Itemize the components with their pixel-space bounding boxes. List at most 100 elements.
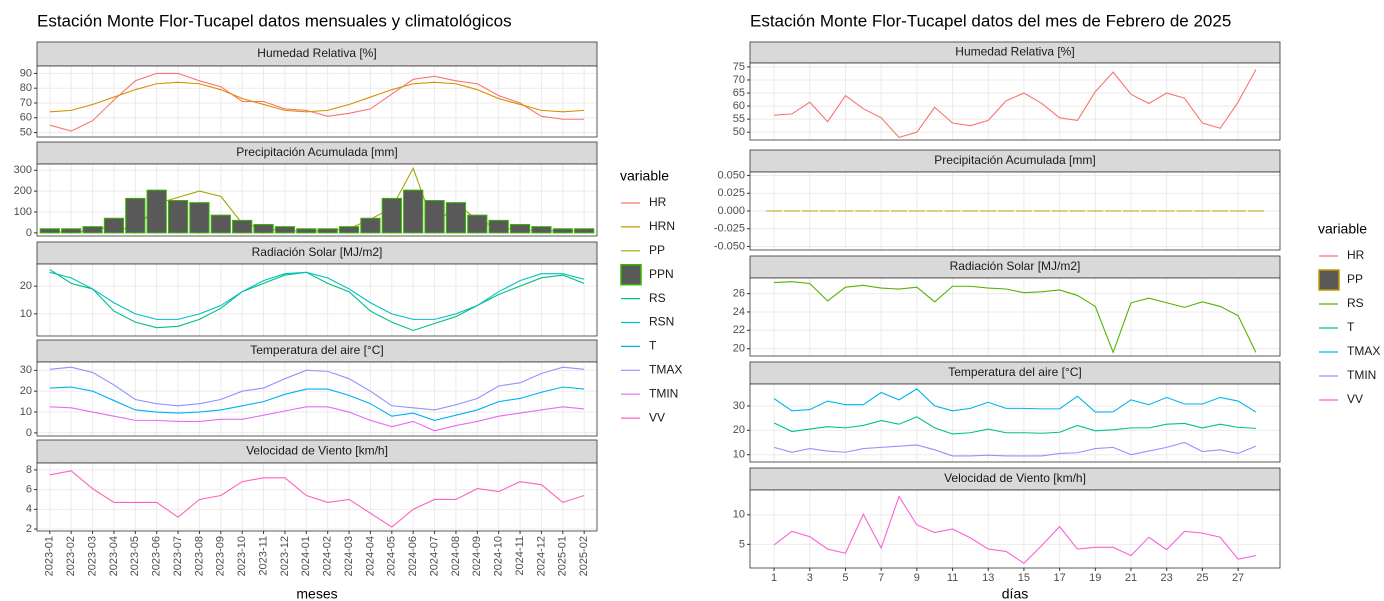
y-tick-label: -0.050 — [714, 240, 745, 252]
y-tick-label: 80 — [20, 82, 32, 94]
strip-label: Temperatura del aire [°C] — [250, 343, 384, 357]
x-tick-label: 2024-09 — [471, 536, 483, 576]
x-tick-label: 27 — [1232, 572, 1244, 584]
panel-border — [36, 361, 598, 437]
y-tick-label: -0.025 — [714, 223, 745, 235]
legend-label: RS — [649, 291, 666, 305]
x-tick-label: 3 — [807, 572, 813, 584]
bar — [274, 226, 296, 234]
panel-border — [749, 489, 1281, 569]
y-tick-label: 24 — [733, 306, 745, 318]
bar — [253, 224, 274, 234]
x-tick-label: 2024-10 — [493, 536, 505, 576]
x-tick-label: 2023-10 — [236, 536, 248, 576]
x-tick-label: 2023-11 — [257, 536, 269, 576]
legend-label: RSN — [649, 315, 674, 329]
legend-label: HR — [649, 195, 667, 209]
x-tick-label: 2024-07 — [428, 536, 440, 576]
y-tick-label: 26 — [733, 288, 745, 300]
y-tick-label: 4 — [26, 503, 32, 515]
y-tick-label: 10 — [20, 406, 32, 418]
panel — [750, 490, 1280, 568]
x-tick-label: 7 — [878, 572, 884, 584]
chart-title: Estación Monte Flor-Tucapel datos mensua… — [37, 11, 512, 30]
strip-label: Radiación Solar [MJ/m2] — [252, 245, 383, 259]
strip-label: Precipitación Acumulada [mm] — [236, 145, 397, 159]
x-tick-label: 2023-01 — [44, 536, 56, 576]
legend-label: HRN — [649, 219, 675, 233]
y-tick-label: 60 — [733, 100, 745, 112]
bar — [125, 197, 146, 234]
x-tick-label: 2024-11 — [514, 536, 526, 576]
x-tick-label: 2025-02 — [578, 536, 590, 576]
x-tick-label: 13 — [982, 572, 994, 584]
x-tick-label: 25 — [1196, 572, 1208, 584]
bar — [39, 228, 60, 234]
legend-key — [1318, 269, 1340, 291]
strip-label: Humedad Relativa [%] — [955, 45, 1074, 59]
panel-border — [36, 462, 598, 532]
bar — [338, 226, 360, 234]
y-tick-label: 0.050 — [717, 169, 745, 181]
x-tick-label: 2023-12 — [279, 536, 291, 576]
bar — [552, 228, 573, 234]
y-tick-label: 30 — [20, 364, 32, 376]
bar — [467, 214, 488, 234]
y-tick-label: 10 — [733, 509, 745, 521]
y-tick-label: 70 — [20, 97, 32, 109]
y-tick-label: 8 — [26, 464, 32, 476]
bar — [189, 202, 210, 234]
legend-label: TMAX — [649, 362, 682, 376]
y-tick-label: 60 — [20, 112, 32, 124]
x-tick-label: 21 — [1125, 572, 1137, 584]
bar — [61, 228, 82, 234]
y-tick-label: 0 — [26, 427, 32, 439]
bar — [574, 228, 595, 234]
bar — [381, 197, 402, 234]
legend-label: VV — [1347, 392, 1363, 406]
legend-label: HR — [1347, 248, 1365, 262]
x-tick-label: 2024-05 — [386, 536, 398, 576]
strip-label: Temperatura del aire [°C] — [948, 365, 1082, 379]
panel — [37, 463, 597, 531]
panel-border — [749, 277, 1281, 357]
legend-label: TMIN — [1347, 368, 1376, 382]
x-tick-label: 2023-06 — [151, 536, 163, 576]
y-tick-label: 70 — [733, 74, 745, 86]
line — [774, 69, 1257, 139]
panel-border — [749, 171, 1281, 251]
bar — [531, 226, 552, 234]
x-axis-title: meses — [296, 586, 337, 601]
y-tick-label: 5 — [739, 538, 745, 550]
bar — [488, 219, 509, 234]
panel — [37, 264, 597, 336]
x-tick-label: 2023-04 — [108, 536, 120, 576]
line — [773, 441, 1257, 457]
x-tick-label: 2024-12 — [535, 536, 547, 576]
panel-border — [36, 263, 598, 337]
line — [49, 470, 585, 528]
strip-label: Velocidad de Viento [km/h] — [944, 471, 1086, 485]
y-tick-label: 300 — [14, 164, 32, 176]
legend-label: PPN — [649, 267, 674, 281]
x-tick-label: 2023-03 — [86, 536, 98, 576]
line — [49, 406, 585, 432]
legend-label: T — [649, 339, 657, 353]
legend-label: TMAX — [1347, 344, 1380, 358]
x-tick-label: 2024-08 — [450, 536, 462, 576]
y-tick-label: 50 — [733, 126, 745, 138]
y-tick-label: 22 — [733, 324, 745, 336]
line — [773, 388, 1257, 413]
x-tick-label: 9 — [914, 572, 920, 584]
x-tick-label: 2024-04 — [364, 536, 376, 576]
y-tick-label: 0.000 — [717, 205, 745, 217]
strip-label: Precipitación Acumulada [mm] — [934, 153, 1095, 167]
legend-label: TMIN — [649, 386, 678, 400]
panel-border — [749, 62, 1281, 141]
bar — [146, 189, 167, 234]
x-axis-title: días — [1002, 586, 1028, 601]
y-tick-label: 50 — [20, 126, 32, 138]
strip-label: Radiación Solar [MJ/m2] — [950, 259, 1081, 273]
